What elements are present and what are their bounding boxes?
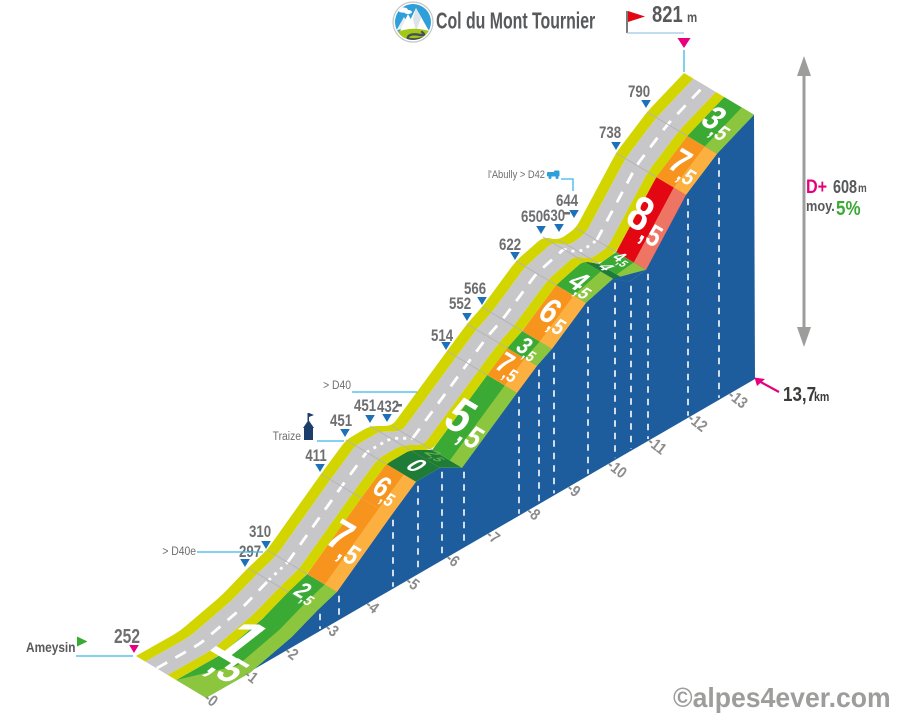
svg-text:252: 252 xyxy=(114,625,140,647)
svg-text:D+: D+ xyxy=(806,176,827,198)
svg-text:m: m xyxy=(687,9,697,25)
svg-text:4: 4 xyxy=(592,261,621,272)
svg-text:514: 514 xyxy=(431,327,454,346)
svg-text:310: 310 xyxy=(249,523,271,542)
svg-text:Col du Mont Tournier: Col du Mont Tournier xyxy=(436,9,595,35)
svg-text:> D40: > D40 xyxy=(323,380,351,393)
svg-text:5%: 5% xyxy=(836,197,861,220)
svg-text:m: m xyxy=(858,182,867,195)
svg-text:644: 644 xyxy=(556,192,579,211)
svg-text:552: 552 xyxy=(449,295,471,314)
svg-text:km: km xyxy=(814,389,829,404)
svg-text:622: 622 xyxy=(499,236,521,255)
svg-text:608: 608 xyxy=(833,176,857,197)
svg-text:Ameysin: Ameysin xyxy=(26,639,75,655)
svg-text:13,7: 13,7 xyxy=(783,383,816,406)
svg-text:432: 432 xyxy=(377,398,399,417)
svg-text:566: 566 xyxy=(464,280,486,299)
svg-text:moy.: moy. xyxy=(806,197,835,214)
svg-text:©alpes4ever.com: ©alpes4ever.com xyxy=(673,681,891,713)
svg-text:790: 790 xyxy=(628,83,650,102)
svg-text:451: 451 xyxy=(354,397,377,416)
svg-text:l'Abully > D42: l'Abully > D42 xyxy=(488,169,545,181)
svg-text:821: 821 xyxy=(652,2,683,27)
svg-text:738: 738 xyxy=(599,124,621,143)
svg-text:> D40e: > D40e xyxy=(162,546,196,559)
svg-text:451: 451 xyxy=(330,412,353,431)
svg-text:Traize: Traize xyxy=(273,431,301,444)
svg-text:2,5: 2,5 xyxy=(418,449,454,463)
svg-text:650: 650 xyxy=(521,208,543,227)
svg-text:630: 630 xyxy=(543,207,565,226)
svg-text:411: 411 xyxy=(305,447,327,466)
